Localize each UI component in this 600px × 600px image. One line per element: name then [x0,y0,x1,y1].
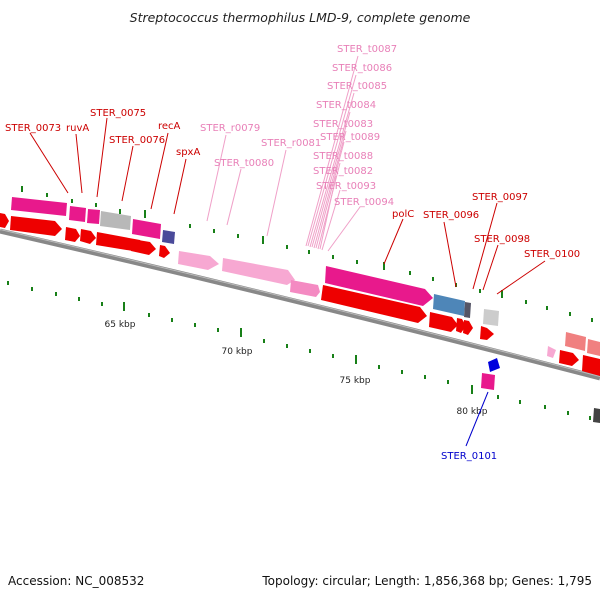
callout-line [121,145,134,202]
cds-arrow[interactable] [463,320,473,335]
gene-label-ster-t0094[interactable]: STER_t0094 [334,197,394,208]
trna-cluster[interactable] [290,280,320,297]
gene-label-ster-0098[interactable]: STER_0098 [474,234,530,245]
gene-labels: STER_0073 ruvA STER_0075 STER_0076 recA … [5,44,580,462]
gene-label-spxa[interactable]: spxA [176,147,200,158]
callout-line [307,74,357,247]
tick-marks [7,186,593,420]
cds-arrow[interactable] [321,285,427,323]
gene-label-ster-0075[interactable]: STER_0075 [90,108,146,119]
topology-text: Topology: circular; Length: 1,856,368 bp… [262,574,592,588]
callout-line [313,130,347,249]
callout-line [96,117,108,198]
rrna-feature[interactable] [178,251,219,270]
small-feature[interactable] [464,302,471,318]
callout-line [319,175,337,250]
gene-label-ster-0076[interactable]: STER_0076 [109,135,165,146]
cds-arrow[interactable] [131,239,156,255]
gene-label-ster-t0088[interactable]: STER_t0088 [313,151,373,162]
callout-line [266,149,287,237]
gene-feature[interactable] [565,332,586,351]
callout-line [150,132,169,210]
gene-label-ruva[interactable]: ruvA [66,123,89,134]
gene-label-ster-r0081[interactable]: STER_r0081 [261,138,321,149]
rrna-feature[interactable] [547,346,556,358]
callout-line [311,111,351,248]
callout-line [496,260,546,295]
gene-label-ster-t0093[interactable]: STER_t0093 [316,181,376,192]
cds-track [0,213,600,376]
callout-line [327,206,361,252]
gene-label-ster-r0079[interactable]: STER_r0079 [200,123,260,134]
gene-label-ster-0097[interactable]: STER_0097 [472,192,528,203]
ster-0101-feature[interactable] [481,373,495,390]
gene-feature[interactable] [87,209,100,224]
gene-label-polc[interactable]: polC [392,209,414,220]
callout-line [383,218,404,265]
other-feature[interactable] [162,230,175,244]
gene-label-reca[interactable]: recA [158,121,181,132]
gene-label-ster-0100[interactable]: STER_0100 [524,249,580,260]
gene-label-ster-t0087[interactable]: STER_t0087 [337,44,397,55]
callout-line [206,134,227,222]
scale-label-75: 75 kbp [340,376,371,386]
rrna-feature[interactable] [222,258,295,285]
gene-label-ster-t0082[interactable]: STER_t0082 [313,166,373,177]
callout-lines [29,55,546,447]
ster-0101-marker[interactable] [488,358,500,372]
gene-label-ster-0096[interactable]: STER_0096 [423,210,479,221]
other-feature[interactable] [593,408,600,423]
callout-line [315,141,345,249]
cds-arrow[interactable] [429,312,458,332]
cds-arrow[interactable] [0,213,9,228]
pseudogene-feature[interactable] [100,211,131,230]
gene-label-ster-t0086[interactable]: STER_t0086 [332,63,392,74]
cds-arrow[interactable] [582,355,600,376]
cds-arrow[interactable] [559,350,579,366]
genome-backbone [0,228,600,381]
pseudogene-feature[interactable] [483,309,499,326]
gene-label-ster-0101[interactable]: STER_0101 [441,451,497,462]
callout-line [321,189,341,251]
gene-label-ster-0073[interactable]: STER_0073 [5,123,61,134]
gene-feature[interactable] [587,339,600,356]
scale-label-65: 65 kbp [105,320,136,330]
callout-line [443,221,457,288]
cds-arrow[interactable] [480,326,494,340]
cds-arrow[interactable] [65,227,80,242]
gene-label-ster-t0083[interactable]: STER_t0083 [313,119,373,130]
callout-line [29,132,69,194]
gene-feature[interactable] [11,197,67,216]
cds-arrow[interactable] [159,245,170,258]
callout-line [305,55,359,247]
gene-label-ster-t0085[interactable]: STER_t0085 [327,81,387,92]
polc-feature[interactable] [325,266,433,306]
callout-line [465,391,489,447]
gene-feature[interactable] [132,219,161,239]
ster-0096-feature[interactable] [433,294,465,316]
gene-label-ster-t0089[interactable]: STER_t0089 [320,132,380,143]
callout-line [75,133,83,194]
outer-feature-track [11,197,600,423]
map-title: Streptococcus thermophilus LMD-9, comple… [130,10,471,25]
gene-label-ster-t0084[interactable]: STER_t0084 [316,100,376,111]
callout-line [482,244,499,291]
scale-label-70: 70 kbp [222,347,253,357]
callout-line [472,202,498,290]
gene-feature[interactable] [69,206,86,222]
callout-line [226,168,242,226]
gene-label-ster-t0080[interactable]: STER_t0080 [214,158,274,169]
callout-line [309,92,355,248]
genome-backbone-highlight [0,229,600,377]
cds-arrow[interactable] [80,229,96,244]
accession-text: Accession: NC_008532 [8,574,145,588]
scale-label-80: 80 kbp [457,407,488,417]
cds-arrow[interactable] [10,216,62,236]
callout-line [173,158,187,215]
